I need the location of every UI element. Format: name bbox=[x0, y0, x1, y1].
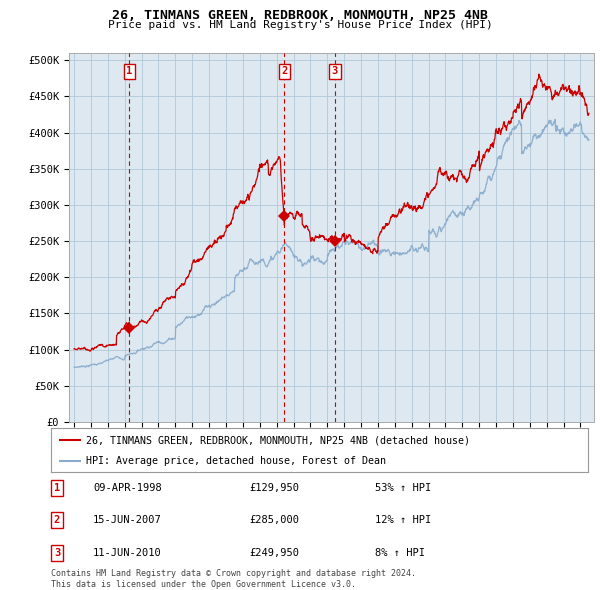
Text: 3: 3 bbox=[54, 548, 60, 558]
Text: 12% ↑ HPI: 12% ↑ HPI bbox=[375, 516, 431, 525]
Text: 1: 1 bbox=[54, 483, 60, 493]
Text: 09-APR-1998: 09-APR-1998 bbox=[93, 483, 162, 493]
Text: 2: 2 bbox=[281, 66, 287, 76]
Text: Price paid vs. HM Land Registry's House Price Index (HPI): Price paid vs. HM Land Registry's House … bbox=[107, 20, 493, 30]
Text: £285,000: £285,000 bbox=[249, 516, 299, 525]
Text: £249,950: £249,950 bbox=[249, 548, 299, 558]
Text: 11-JUN-2010: 11-JUN-2010 bbox=[93, 548, 162, 558]
Text: 3: 3 bbox=[332, 66, 338, 76]
Text: This data is licensed under the Open Government Licence v3.0.: This data is licensed under the Open Gov… bbox=[51, 579, 356, 589]
Text: 8% ↑ HPI: 8% ↑ HPI bbox=[375, 548, 425, 558]
Text: 2: 2 bbox=[54, 516, 60, 525]
Text: 53% ↑ HPI: 53% ↑ HPI bbox=[375, 483, 431, 493]
Text: £129,950: £129,950 bbox=[249, 483, 299, 493]
Text: 26, TINMANS GREEN, REDBROOK, MONMOUTH, NP25 4NB: 26, TINMANS GREEN, REDBROOK, MONMOUTH, N… bbox=[112, 9, 488, 22]
Text: 26, TINMANS GREEN, REDBROOK, MONMOUTH, NP25 4NB (detached house): 26, TINMANS GREEN, REDBROOK, MONMOUTH, N… bbox=[86, 435, 470, 445]
Text: HPI: Average price, detached house, Forest of Dean: HPI: Average price, detached house, Fore… bbox=[86, 456, 386, 466]
Text: Contains HM Land Registry data © Crown copyright and database right 2024.: Contains HM Land Registry data © Crown c… bbox=[51, 569, 416, 578]
Text: 15-JUN-2007: 15-JUN-2007 bbox=[93, 516, 162, 525]
Text: 1: 1 bbox=[126, 66, 133, 76]
